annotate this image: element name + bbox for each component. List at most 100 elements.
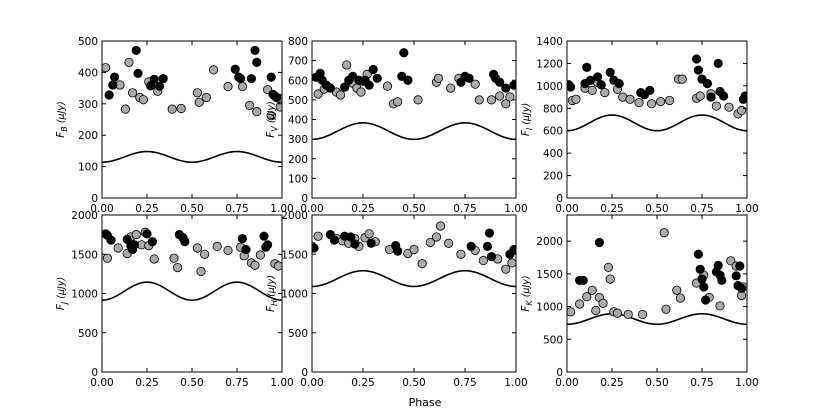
data-point bbox=[255, 250, 265, 260]
data-point bbox=[582, 62, 592, 72]
data-point bbox=[382, 81, 393, 91]
data-point bbox=[715, 301, 725, 311]
data-point bbox=[699, 282, 709, 292]
model-curve bbox=[102, 150, 282, 164]
y-tick-label: 100 bbox=[288, 173, 308, 185]
y-tick-label: 0 bbox=[556, 193, 563, 205]
y-tick-label: 2000 bbox=[536, 236, 563, 248]
data-point bbox=[501, 99, 511, 109]
data-point bbox=[366, 238, 376, 248]
data-point bbox=[718, 91, 729, 101]
data-point bbox=[329, 235, 340, 245]
data-point bbox=[501, 83, 511, 93]
data-point bbox=[403, 75, 413, 85]
x-tick-label: 0.25 bbox=[135, 377, 158, 389]
data-point bbox=[702, 79, 713, 89]
y-tick-label: 1000 bbox=[281, 289, 308, 301]
x-tick-label: 0.75 bbox=[225, 203, 248, 215]
data-point bbox=[571, 94, 581, 104]
data-point bbox=[456, 249, 466, 259]
data-point bbox=[567, 307, 576, 317]
data-point bbox=[393, 97, 403, 107]
x-tick-label: 0.50 bbox=[645, 377, 668, 389]
y-axis-label: FI (μJy) bbox=[520, 103, 534, 136]
y-tick-label: 500 bbox=[78, 328, 98, 340]
data-point bbox=[364, 229, 374, 239]
y-tick-label: 500 bbox=[78, 36, 98, 48]
data-point bbox=[133, 68, 143, 78]
x-axis-label: Phase bbox=[409, 396, 442, 409]
data-point bbox=[582, 292, 592, 302]
data-point bbox=[325, 83, 335, 93]
model-curve bbox=[312, 269, 516, 288]
x-tick-label: 0.25 bbox=[600, 377, 623, 389]
series-black bbox=[102, 229, 273, 255]
data-point bbox=[128, 88, 138, 98]
model-curve bbox=[102, 281, 282, 301]
data-point bbox=[209, 65, 219, 75]
y-tick-label: 100 bbox=[78, 162, 98, 174]
data-point bbox=[509, 244, 516, 255]
data-point bbox=[587, 85, 597, 95]
y-axis-label: FB (μJy) bbox=[55, 101, 69, 137]
y-tick-label: 1400 bbox=[536, 36, 563, 48]
panel-I: 0 200 400 600 800 1000 1200 1400 0.00 0.25 0.50 0.7… bbox=[520, 36, 759, 215]
data-point bbox=[697, 274, 707, 284]
data-point bbox=[645, 85, 655, 95]
data-point bbox=[482, 241, 493, 251]
x-tick-label: 0.00 bbox=[300, 377, 323, 389]
y-tick-label: 200 bbox=[288, 154, 308, 166]
y-tick-label: 0 bbox=[301, 367, 308, 379]
data-point bbox=[661, 304, 671, 314]
y-tick-label: 800 bbox=[288, 36, 308, 48]
y-tick-label: 600 bbox=[288, 75, 308, 87]
x-tick-label: 1.00 bbox=[504, 203, 527, 215]
x-tick-label: 0.75 bbox=[453, 377, 476, 389]
data-point bbox=[131, 45, 141, 56]
data-point bbox=[637, 309, 648, 320]
data-point bbox=[237, 81, 247, 92]
data-point bbox=[634, 98, 644, 108]
data-point bbox=[223, 245, 233, 255]
x-tick-label: 0.50 bbox=[180, 203, 203, 215]
data-point bbox=[180, 237, 190, 247]
data-point bbox=[237, 233, 247, 244]
data-point bbox=[592, 72, 603, 82]
y-axis-label: FV (μJy) bbox=[265, 101, 279, 137]
y-tick-label: 200 bbox=[543, 171, 563, 183]
data-point bbox=[603, 262, 614, 272]
data-point bbox=[664, 95, 675, 106]
data-point bbox=[501, 264, 511, 274]
data-point bbox=[731, 271, 741, 281]
data-point bbox=[736, 283, 747, 293]
panel-J: 0 500 1000 1500 2000 0.00 0.25 0.50 0.75 1.00 FJ (… bbox=[55, 210, 294, 389]
x-tick-label: 0.50 bbox=[645, 203, 668, 215]
data-point bbox=[693, 249, 704, 259]
data-point bbox=[106, 235, 116, 245]
data-point bbox=[605, 67, 615, 78]
data-point bbox=[194, 97, 204, 107]
y-tick-label: 400 bbox=[543, 148, 563, 160]
data-point bbox=[252, 107, 262, 117]
y-tick-label: 0 bbox=[301, 193, 308, 205]
panel-B: 0 100 200 300 400 500 0.00 0.25 0.50 0.75 1.00 FB (… bbox=[55, 36, 294, 215]
x-tick-label: 1.00 bbox=[504, 377, 527, 389]
data-point bbox=[574, 299, 585, 309]
data-point bbox=[495, 77, 505, 87]
y-axis-label: FK (μJy) bbox=[520, 275, 534, 311]
data-point bbox=[735, 261, 745, 271]
data-point bbox=[587, 285, 597, 295]
data-point bbox=[486, 95, 497, 105]
data-point bbox=[409, 244, 419, 255]
data-point bbox=[713, 58, 723, 69]
data-point bbox=[313, 231, 323, 241]
x-tick-label: 0.00 bbox=[555, 377, 578, 389]
data-point bbox=[505, 92, 515, 102]
y-tick-label: 400 bbox=[288, 115, 308, 127]
data-point bbox=[266, 72, 276, 82]
y-tick-label: 800 bbox=[543, 103, 563, 115]
data-point bbox=[605, 274, 615, 284]
series-black bbox=[574, 237, 747, 305]
data-point bbox=[625, 94, 635, 104]
